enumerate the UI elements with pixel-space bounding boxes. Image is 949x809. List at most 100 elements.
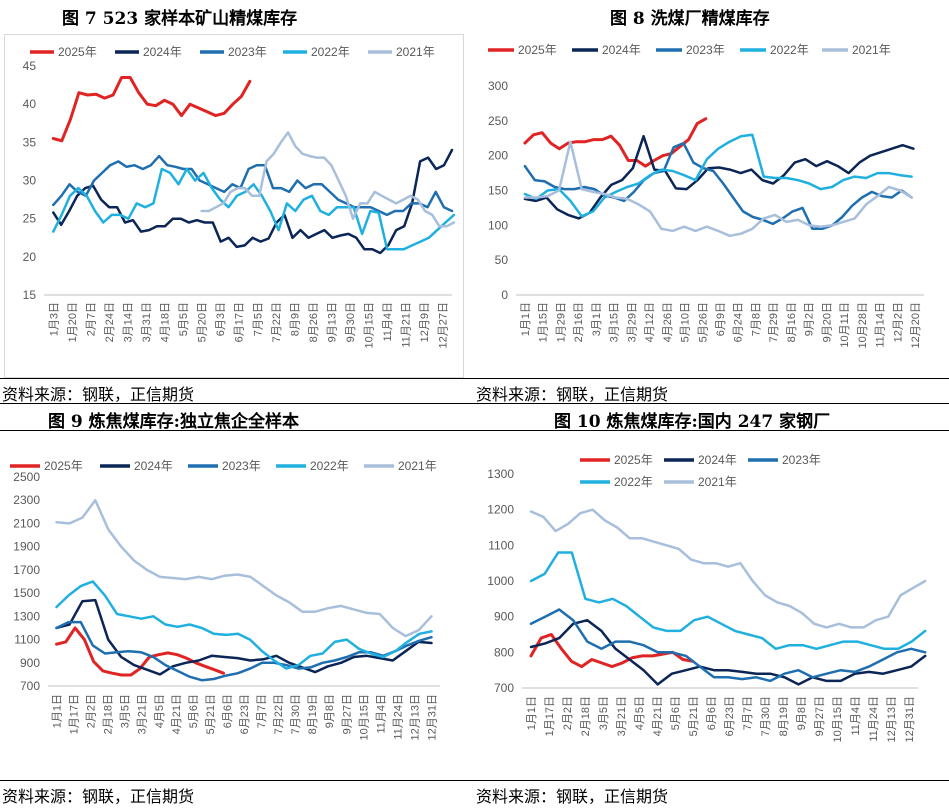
x-tick-label: 2月24日 [104, 302, 116, 342]
y-tick-label: 700 [20, 679, 40, 693]
x-tick-label: 5月21日 [205, 694, 217, 734]
y-tick-label: 1000 [487, 574, 514, 588]
x-tick-label: 4月26日 [662, 302, 674, 342]
chart-title-fig9: 图 9 炼焦煤库存:独立焦企全样本 [48, 412, 299, 432]
legend-label: 2024年 [698, 453, 737, 467]
y-tick-label: 700 [494, 681, 514, 695]
x-tick-label: 6月9日 [715, 302, 727, 336]
source-note-fig7: 资料来源：钢联，正信期货 [2, 385, 195, 404]
y-tick-label: 1100 [14, 633, 40, 647]
series-line-2025年 [55, 626, 225, 677]
x-tick-label: 7月7日 [742, 696, 754, 730]
divider-top [0, 378, 949, 379]
series-line-2025年 [523, 117, 708, 168]
y-tick-label: 40 [23, 97, 37, 111]
x-tick-label: 3月5日 [120, 694, 132, 728]
y-tick-label: 30 [23, 174, 37, 188]
chart-frame-fig7 [4, 34, 464, 378]
x-tick-label: 9月30日 [345, 302, 357, 342]
legend-label: 2023年 [222, 459, 261, 473]
x-tick-label: 12月9日 [419, 302, 431, 342]
y-tick-label: 200 [488, 149, 508, 163]
x-tick-label: 10月15日 [358, 694, 370, 740]
y-tick-label: 25 [23, 212, 37, 226]
x-tick-label: 6月24日 [733, 302, 745, 342]
x-tick-label: 4月21日 [171, 694, 183, 734]
x-tick-label: 10月11日 [839, 302, 851, 348]
series-line-2021年 [200, 131, 456, 228]
divider-bottom [0, 780, 949, 781]
chart-title-fig10: 图 10 炼焦煤库存:国内 247 家钢厂 [554, 412, 831, 432]
x-tick-label: 12月31日 [904, 696, 916, 742]
series-line-2025年 [51, 76, 252, 143]
x-tick-label: 11月24日 [392, 694, 404, 740]
x-tick-label: 6月6日 [222, 694, 234, 728]
series-line-2024年 [55, 598, 433, 676]
x-tick-label: 12月27日 [438, 302, 450, 348]
legend-label: 2021年 [398, 459, 437, 473]
y-tick-label: 1900 [13, 540, 40, 554]
y-tick-label: 2500 [13, 470, 40, 484]
x-tick-label: 3月21日 [137, 694, 149, 734]
x-tick-label: 3月31日 [141, 302, 153, 342]
y-tick-label: 800 [494, 645, 514, 659]
chart-title-fig7: 图 7 523 家样本矿山精煤库存 [62, 9, 298, 29]
x-tick-label: 11月4日 [382, 302, 394, 342]
x-tick-label: 12月2日 [892, 302, 904, 342]
x-tick-label: 11月4日 [850, 696, 862, 736]
x-tick-label: 1月1日 [52, 694, 64, 728]
x-tick-label: 4月21日 [652, 696, 664, 736]
y-tick-label: 1300 [487, 467, 514, 481]
y-tick-label: 35 [23, 135, 37, 149]
y-tick-label: 1700 [13, 563, 40, 577]
x-tick-label: 5月6日 [188, 694, 200, 728]
x-tick-label: 1月29日 [555, 302, 567, 342]
x-tick-label: 9月8日 [796, 696, 808, 730]
legend-label: 2024年 [602, 43, 641, 57]
series-line-2022年 [529, 551, 927, 651]
y-tick-label: 2100 [13, 516, 40, 530]
x-tick-label: 10月15日 [364, 302, 376, 348]
x-tick-label: 2月2日 [562, 696, 574, 730]
x-tick-label: 7月22日 [273, 694, 285, 734]
x-tick-label: 12月13日 [886, 696, 898, 742]
x-tick-label: 7月30日 [290, 694, 302, 734]
x-tick-label: 11月24日 [868, 696, 880, 742]
x-tick-label: 3月15日 [609, 302, 621, 342]
chart-fig9-coking-plant-inventory: 700 900 1100 1300 1500 1700 1900 2100 2300 2500 1月… [10, 459, 440, 740]
legend-label: 2023年 [228, 45, 267, 59]
x-tick-label: 8月19日 [778, 696, 790, 736]
x-tick-label: 8月9日 [289, 302, 301, 336]
series-line-2021年 [529, 508, 927, 629]
chart-fig8-washery-coal-inventory: 0 50 100 150 200 250 300 1月1日 1月15日 1月29日 2月16日 3月1… [488, 43, 924, 348]
x-tick-label: 6月23日 [239, 694, 251, 734]
x-tick-label: 1月1日 [520, 302, 532, 336]
y-tick-label: 1500 [13, 586, 40, 600]
x-tick-label: 7月8日 [750, 302, 762, 336]
x-tick-label: 1月15日 [538, 302, 550, 342]
x-tick-label: 1月20日 [67, 302, 79, 342]
x-tick-label: 2月2日 [86, 694, 98, 728]
y-tick-label: 50 [495, 253, 509, 267]
x-tick-label: 9月27日 [341, 694, 353, 734]
x-tick-label: 2月18日 [103, 694, 115, 734]
x-tick-label: 2月16日 [573, 302, 585, 342]
x-tick-label: 3月1日 [591, 302, 603, 336]
x-tick-label: 3月21日 [616, 696, 628, 736]
legend-label: 2024年 [134, 459, 173, 473]
x-tick-label: 7月29日 [768, 302, 780, 342]
x-tick-label: 11月4日 [375, 694, 387, 734]
x-tick-label: 6月6日 [706, 696, 718, 730]
series-line-2021年 [523, 140, 913, 238]
x-tick-label: 1月17日 [69, 694, 81, 734]
x-tick-label: 12月13日 [409, 694, 421, 740]
x-tick-label: 11月14日 [875, 302, 887, 348]
x-tick-label: 6月17日 [234, 302, 246, 342]
x-tick-label: 5月5日 [178, 302, 190, 336]
legend-label: 2023年 [782, 453, 821, 467]
legend-label: 2024年 [143, 45, 182, 59]
x-tick-label: 8月19日 [307, 694, 319, 734]
x-tick-label: 11月21日 [401, 302, 413, 348]
legend-label: 2025年 [614, 453, 653, 467]
y-tick-label: 100 [488, 218, 508, 232]
